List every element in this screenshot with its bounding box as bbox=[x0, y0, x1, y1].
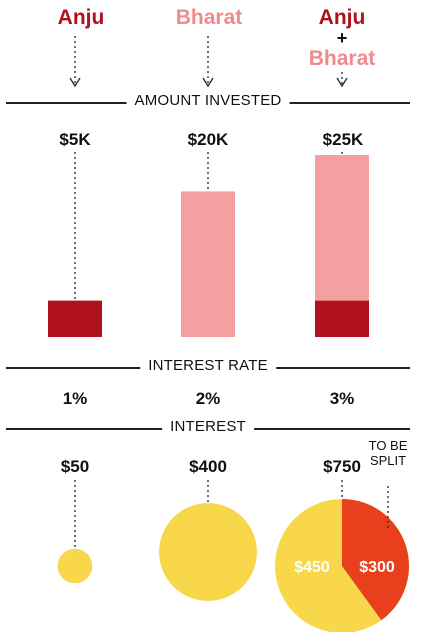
interest-split-wedge bbox=[342, 499, 409, 621]
bar-bharat bbox=[181, 191, 235, 337]
interest-label-bharat: $400 bbox=[189, 457, 227, 476]
rate-label-combined: 3% bbox=[329, 389, 355, 408]
amount-label-bharat: $20K bbox=[187, 130, 229, 149]
bar-anju bbox=[48, 300, 102, 337]
header-arrows bbox=[69, 36, 348, 88]
interest-circle-anju bbox=[57, 548, 93, 584]
amount-bars bbox=[48, 152, 369, 337]
interest-circle-bharat bbox=[159, 503, 257, 601]
header-combined-plus: + bbox=[336, 28, 348, 48]
section-interest: INTEREST bbox=[6, 418, 410, 438]
header-combined-bharat: Bharat bbox=[308, 47, 376, 70]
header-anju: Anju bbox=[57, 6, 105, 29]
split-note: TO BE SPLIT bbox=[368, 438, 408, 468]
rate-label-anju: 1% bbox=[62, 389, 88, 408]
section-label-interest: INTEREST bbox=[162, 418, 254, 435]
split-label-bharat-share: $300 bbox=[359, 559, 395, 576]
section-amount-invested: AMOUNT INVESTED bbox=[6, 92, 410, 112]
bar-combined-bharat-part bbox=[315, 155, 369, 301]
amount-label-combined: $25K bbox=[322, 130, 364, 149]
bar-combined-anju-part bbox=[315, 300, 369, 337]
interest-label-combined: $750 bbox=[323, 457, 361, 476]
interest-label-anju: $50 bbox=[60, 457, 90, 476]
section-label-rate: INTEREST RATE bbox=[140, 357, 276, 374]
rate-label-bharat: 2% bbox=[195, 389, 221, 408]
header-combined-anju: Anju bbox=[318, 6, 366, 29]
section-label-amount: AMOUNT INVESTED bbox=[126, 92, 290, 109]
section-interest-rate: INTEREST RATE bbox=[6, 357, 410, 377]
amount-label-anju: $5K bbox=[59, 130, 91, 149]
split-label-anju-share: $450 bbox=[294, 559, 330, 576]
header-bharat: Bharat bbox=[175, 6, 243, 29]
